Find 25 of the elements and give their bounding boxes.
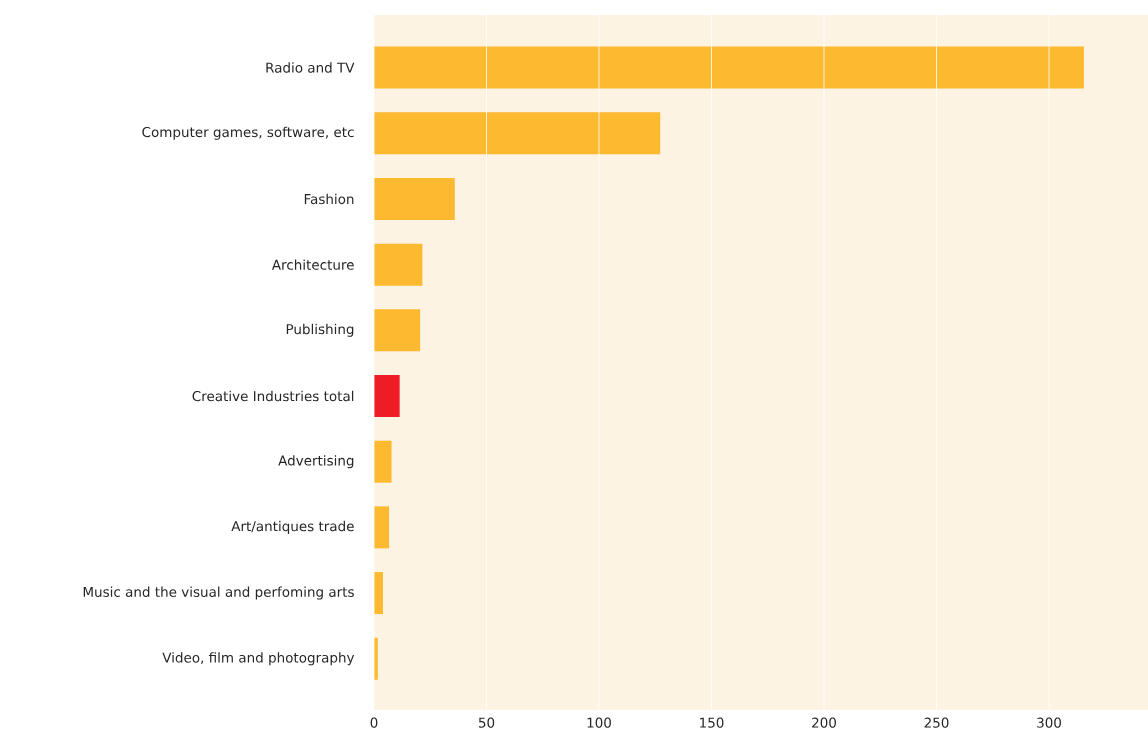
y-tick-label: Advertising — [278, 455, 354, 469]
x-tick-label: 50 — [478, 717, 495, 728]
y-tick-label: Music and the visual and perfoming arts — [83, 586, 354, 600]
y-tick-label: Video, film and photography — [162, 652, 355, 666]
x-tick-label: 100 — [587, 717, 611, 728]
x-tick-label: 300 — [1037, 717, 1061, 728]
bar — [374, 309, 421, 352]
y-tick-label: Creative Industries total — [192, 390, 354, 402]
bar — [374, 177, 455, 220]
x-tick-label: 0 — [370, 717, 378, 728]
y-tick-label: Publishing — [286, 323, 354, 337]
bar — [374, 243, 423, 286]
bar — [374, 506, 390, 549]
bar — [374, 112, 661, 155]
bar — [374, 375, 400, 418]
y-tick-label: Radio and TV — [266, 62, 355, 73]
y-tick-label: Art/antiques trade — [231, 520, 354, 534]
x-tick-label: 250 — [924, 717, 949, 728]
y-tick-label: Fashion — [304, 193, 354, 205]
y-tick-label: Computer games, software, etc — [142, 126, 354, 140]
x-tick-label: 150 — [700, 717, 724, 728]
bar — [374, 440, 392, 483]
x-tick-label: 200 — [812, 717, 836, 728]
bar — [374, 46, 1084, 89]
y-tick-label: Architecture — [271, 259, 354, 270]
